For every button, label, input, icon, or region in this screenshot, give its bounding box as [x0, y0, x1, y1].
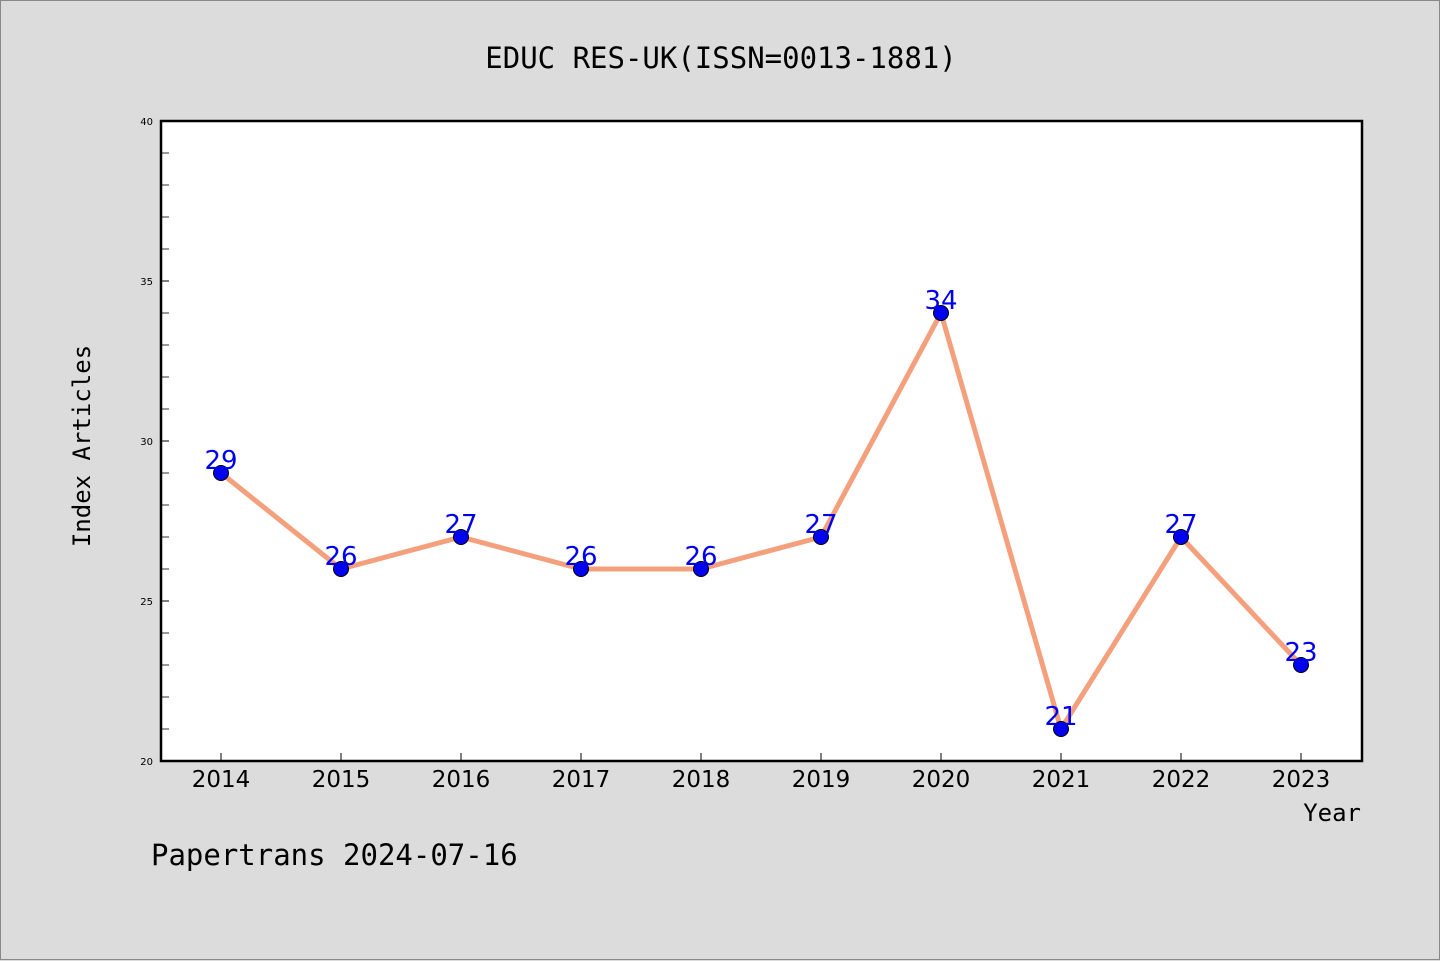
data-label: 27: [444, 510, 477, 540]
x-tick-label: 2018: [672, 767, 731, 793]
x-axis-label: Year: [1303, 799, 1361, 827]
x-tick-label: 2020: [912, 767, 971, 793]
data-point: [213, 465, 229, 481]
plot-area: [159, 119, 1364, 763]
x-tick-label: 2019: [792, 767, 851, 793]
y-axis: 20 25 30 35 40: [140, 117, 169, 768]
data-label: 21: [1044, 702, 1077, 732]
y-axis-label: Index Articles: [68, 345, 96, 547]
x-tick-label: 2021: [1032, 767, 1091, 793]
y-tick-label: 35: [140, 277, 153, 288]
y-tick-label: 40: [140, 117, 153, 128]
series-markers: [213, 305, 1309, 737]
y-tick-label: 30: [140, 437, 153, 448]
data-label: 27: [804, 510, 837, 540]
x-tick-label: 2015: [312, 767, 371, 793]
x-tick-label: 2017: [552, 767, 611, 793]
data-label: 26: [564, 542, 597, 572]
data-label: 27: [1164, 510, 1197, 540]
data-point: [693, 561, 709, 577]
data-point: [453, 529, 469, 545]
x-tick-label: 2016: [432, 767, 491, 793]
data-point: [573, 561, 589, 577]
x-tick-label: 2022: [1152, 767, 1211, 793]
x-tick-label: 2014: [192, 767, 251, 793]
x-axis: 2014 2015 2016 2017 2018 2019 2020 2021 2022 2023: [192, 753, 1331, 793]
data-label: 34: [924, 286, 957, 316]
chart-title: EDUC RES-UK(ISSN=0013-1881): [485, 41, 956, 75]
data-point: [1173, 529, 1189, 545]
series-line: [218, 310, 1304, 732]
data-point: [933, 305, 949, 321]
series-line-group: [218, 310, 1304, 732]
y-tick-label: 25: [140, 597, 153, 608]
data-label: 29: [204, 446, 237, 476]
footer-watermark: Papertrans 2024-07-16: [151, 838, 518, 872]
x-tick-label: 2023: [1272, 767, 1331, 793]
data-labels: 29 26 27 26 26 27 34 21 27 23: [204, 286, 1317, 732]
data-label: 26: [324, 542, 357, 572]
y-tick-label: 20: [140, 757, 153, 768]
data-point: [1053, 721, 1069, 737]
data-label: 26: [684, 542, 717, 572]
data-point: [333, 561, 349, 577]
data-point: [1293, 657, 1309, 673]
data-point: [813, 529, 829, 545]
data-label: 23: [1284, 638, 1317, 668]
